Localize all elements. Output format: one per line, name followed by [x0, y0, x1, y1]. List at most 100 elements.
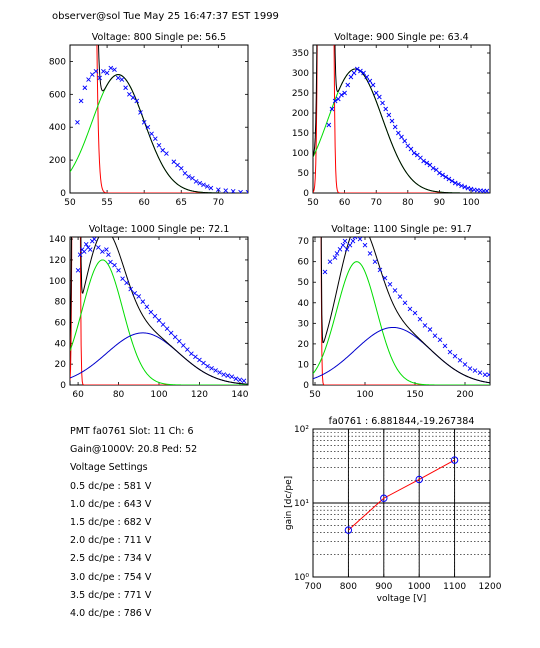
- plot-area: [344, 456, 459, 534]
- data-point: [386, 112, 392, 118]
- data-point: [340, 242, 346, 248]
- data-point: [128, 286, 134, 292]
- info-setting-4: 2.5 dc/pe : 734 V: [70, 553, 152, 565]
- data-point: [182, 170, 188, 176]
- y-tick-label: 40: [55, 339, 67, 349]
- data-point: [149, 131, 154, 137]
- x-tick-label: 90: [434, 198, 446, 208]
- data-point: [171, 159, 177, 165]
- data-point: [339, 92, 344, 98]
- data-point: [145, 124, 151, 130]
- data-point: [342, 238, 348, 244]
- data-point: [442, 343, 448, 349]
- data-point: [130, 95, 136, 100]
- x-tick-label: 60: [339, 198, 351, 208]
- y-tick-label: 30: [298, 319, 310, 329]
- total-fit-curve: [320, 237, 490, 384]
- y-tick-label: 50: [298, 169, 310, 179]
- y-tick-label: 250: [292, 89, 309, 99]
- data-point: [136, 294, 142, 299]
- data-point: [477, 370, 483, 375]
- data-point: [238, 189, 243, 193]
- data-point: [322, 269, 328, 275]
- x-tick-label: 80: [402, 198, 414, 208]
- data-point: [364, 74, 370, 80]
- pedestal-fit-curve: [96, 45, 248, 193]
- data-point: [82, 85, 88, 91]
- data-point: [104, 247, 109, 252]
- data-point: [213, 368, 218, 373]
- data-point: [230, 189, 236, 193]
- data-point: [326, 122, 332, 128]
- x-tick-label: 50: [64, 198, 76, 208]
- data-point: [124, 280, 129, 286]
- x-tick-label: 1000: [408, 582, 431, 592]
- single-pe-fit-curve: [70, 74, 248, 193]
- data-point: [156, 318, 162, 323]
- data-point: [186, 174, 191, 179]
- data-point: [119, 77, 125, 82]
- x-tick-label: 65: [176, 198, 187, 208]
- data-point: [89, 72, 95, 77]
- data-point: [437, 170, 442, 176]
- total-fit-curve: [97, 45, 248, 193]
- x-tick-label: 1200: [479, 582, 502, 592]
- x-tick-label: 200: [456, 390, 473, 400]
- data-point: [233, 376, 239, 382]
- y-tick-label: 10²: [294, 425, 309, 435]
- data-point: [449, 178, 455, 184]
- data-point: [108, 259, 113, 265]
- data-point: [411, 150, 417, 156]
- data-point: [78, 98, 84, 104]
- data-point: [348, 74, 354, 80]
- data-point: [208, 185, 214, 191]
- y-tick-label: 0: [60, 189, 66, 199]
- y-tick-label: 140: [49, 235, 66, 245]
- data-point: [138, 110, 143, 115]
- data-point: [358, 68, 363, 74]
- data-point: [178, 166, 184, 171]
- info-setting-3: 2.0 dc/pe : 711 V: [70, 535, 152, 547]
- data-point: [201, 360, 206, 366]
- y-tick-label: 800: [49, 57, 66, 67]
- y-tick-label: 70: [298, 237, 310, 247]
- data-point: [77, 252, 83, 258]
- data-point: [156, 142, 162, 148]
- data-point: [93, 68, 99, 74]
- info-gain-line: Gain@1000V: 20.8 Ped: 52: [70, 444, 198, 456]
- y-tick-label: 300: [292, 69, 309, 79]
- data-point: [350, 238, 356, 244]
- data-point: [421, 158, 426, 164]
- data-point: [437, 337, 443, 343]
- y-tick-label: 20: [298, 340, 310, 350]
- chart-title: Voltage: 900 Single pe: 63.4: [334, 32, 468, 43]
- data-point: [87, 247, 93, 252]
- data-point: [392, 124, 398, 130]
- data-point: [148, 309, 154, 315]
- single-pe-fit-curve: [70, 259, 248, 385]
- data-point: [144, 304, 150, 310]
- data-point: [123, 85, 128, 91]
- chart-1: Voltage: 800 Single pe: 56.5 50 55 60 65 70 0 2…: [49, 32, 249, 208]
- data-point: [377, 267, 383, 273]
- y-tick-label: 10⁰: [294, 573, 309, 583]
- data-point: [97, 75, 102, 81]
- data-point: [132, 290, 138, 296]
- data-point: [141, 119, 147, 125]
- info-pmt-line: PMT fa0761 Slot: 11 Ch: 6: [70, 426, 194, 437]
- data-point: [430, 165, 436, 171]
- data-point: [361, 70, 366, 76]
- double-pe-fit-curve: [70, 332, 248, 385]
- data-point: [190, 175, 195, 181]
- data-point: [377, 94, 382, 100]
- data-point: [75, 268, 81, 273]
- y-axis-label: gain [dc/pe]: [284, 476, 294, 530]
- pmt-info-panel: PMT fa0761 Slot: 11 Ch: 6 Gain@1000V: 20…: [70, 423, 197, 623]
- data-point: [193, 354, 198, 360]
- data-point: [432, 333, 438, 338]
- data-point: [160, 147, 166, 153]
- data-point: [443, 174, 449, 180]
- data-point: [237, 377, 243, 383]
- data-point: [370, 82, 376, 88]
- y-tick-label: 200: [49, 156, 66, 166]
